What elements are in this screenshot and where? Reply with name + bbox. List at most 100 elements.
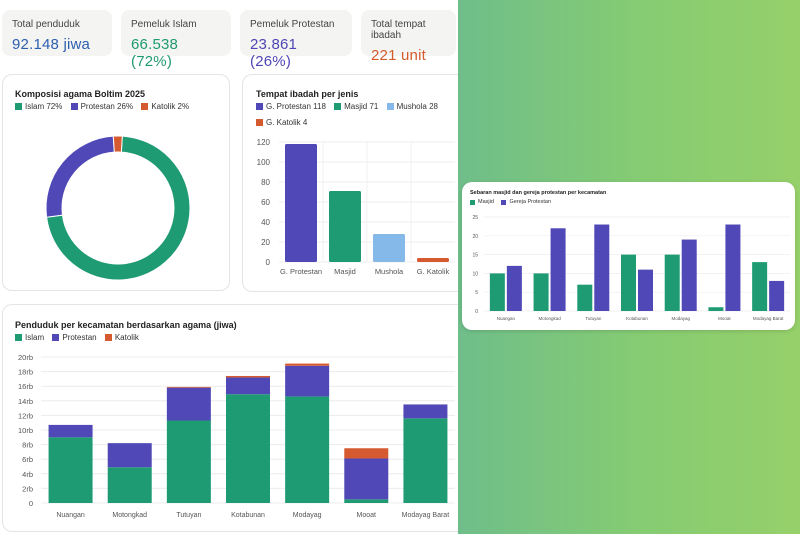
legend-swatch [52,334,60,341]
bar-g-protestan [285,144,317,262]
x-tick-label: Tutuyan [585,316,602,321]
sebaran-grouped-bar-chart: 0 5 10 15 20 25 Nuangan Motongkad Tutuyan Kotabun… [472,215,790,321]
y-tick-label: 25 [472,215,478,221]
y-tick-label: 20 [261,238,270,247]
legend-label: G. Protestan 118 [266,102,326,111]
legend-item-protestan: Protestan 26% [70,102,133,111]
y-tick-label: 0 [475,309,478,315]
x-tick-label: Modayag Barat [402,512,450,519]
y-tick-label: 0 [29,499,33,508]
kpi-label: Total penduduk [12,19,80,30]
bar-segment-islam [226,394,270,503]
y-tick-label: 12rb [18,411,33,420]
x-tick-label: Kotabunan [231,512,265,519]
legend-label: Protestan [62,333,97,342]
bar-segment-protestan [226,377,270,395]
penduduk-title: Penduduk per kecamatan berdasarkan agama… [15,320,237,330]
bar-masjid [533,273,549,311]
ibadah-legend: G. Protestan 118 Masjid 71 Mushola 28 [256,102,444,112]
y-tick-label: 2rb [22,484,33,493]
sebaran-chart-card: Sebaran masjid dan gereja protestan per … [462,182,795,330]
y-tick-label: 4rb [22,470,33,479]
bar-segment-protestan [166,387,211,421]
x-tick-label: Tutuyan [176,512,201,519]
legend-label: Katolik [114,333,139,342]
donut-slice-protestan [45,135,115,218]
legend-label: Mushola 28 [396,102,438,111]
bar-masjid [708,307,724,311]
legend-label: Gereja Protestan [509,199,552,205]
bar-masjid [577,284,593,311]
penduduk-chart-card: Penduduk per kecamatan berdasarkan agama… [2,304,458,532]
legend-item-islam: Islam 72% [15,102,62,111]
legend-item-masjid: Masjid [470,199,494,205]
legend-item-mushola: Mushola 28 [386,102,438,111]
legend-swatch [15,103,22,110]
legend-label: Masjid 71 [344,102,379,111]
y-tick-label: 10rb [18,426,33,435]
y-tick-label: 80 [261,178,270,187]
kpi-total-tempat-ibadah: Total tempat ibadah 221 unit [361,10,456,64]
legend-label: Islam [25,333,45,342]
penduduk-stacked-bar-chart: 0 2rb 4rb 6rb 8rb 10rb 12rb 14rb 16rb 18rb 20rb Nua… [18,353,455,519]
x-tick-label: Masjid [334,267,356,276]
bar-gereja-protestan [506,265,522,311]
legend-label: Masjid [478,199,494,205]
bar-segment-protestan [344,458,389,500]
legend-swatch [141,103,149,110]
sebaran-title: Sebaran masjid dan gereja protestan per … [470,190,607,196]
legend-label: Katolik 2% [151,102,190,111]
legend-swatch [334,103,342,110]
x-tick-label: Nuangan [56,512,85,519]
bar-masjid [752,262,768,311]
bar-g-katolik [417,258,449,262]
bar-masjid [489,273,505,311]
bar-segment-islam [285,396,330,503]
y-tick-label: 0 [266,258,271,267]
bar-segment-protestan [285,365,330,397]
legend-item-katolik: Katolik 2% [141,102,189,111]
x-tick-label: Mooat [718,316,731,321]
bar-segment-islam [344,499,389,503]
y-tick-label: 8rb [22,441,33,450]
donut-legend: Islam 72% Protestan 26% Katolik 2% [15,102,195,112]
y-tick-label: 20rb [18,353,33,362]
ibadah-title: Tempat ibadah per jenis [256,89,359,99]
x-tick-label: Nuangan [497,316,516,321]
bar-segment-katolik [166,386,211,388]
kpi-value: 23.861 (26%) [250,36,298,70]
legend-swatch [386,103,394,110]
legend-swatch [501,199,507,205]
bar-segment-katolik [226,375,270,378]
x-tick-label: Modayag [671,316,690,321]
bar-segment-protestan [403,404,448,419]
y-tick-label: 16rb [18,382,33,391]
legend-item-masjid: Masjid 71 [334,102,378,111]
y-tick-label: 18rb [18,368,33,377]
ibadah-chart-card: Tempat ibadah per jenis G. Protestan 118… [242,74,458,292]
legend-item-protestan: Protestan [52,333,97,342]
legend-swatch [470,199,475,205]
bar-segment-katolik [344,448,389,459]
x-tick-label: Modayag [293,512,322,519]
kpi-total-penduduk: Total penduduk 92.148 jiwa [2,10,112,56]
legend-item-g-katolik: G. Katolik 4 [256,118,307,127]
x-tick-label: Modayag Barat [753,316,784,321]
x-tick-label: Mooat [357,512,377,519]
legend-swatch [256,103,263,110]
bar-gereja-protestan [550,228,566,311]
penduduk-legend: Islam Protestan Katolik [15,333,145,343]
donut-chart [45,135,191,281]
bar-segment-protestan [107,443,152,468]
x-tick-label: Mushola [375,267,404,276]
kpi-value: 221 unit [371,47,426,64]
bar-gereja-protestan [769,280,785,311]
bar-segment-islam [166,420,211,503]
x-tick-label: G. Protestan [280,267,322,276]
bar-segment-katolik [285,363,330,366]
kpi-label: Pemeluk Protestan [250,19,335,30]
legend-swatch [104,334,112,341]
bar-masjid [621,254,636,311]
bar-mushola [373,234,405,262]
y-tick-label: 10 [472,271,478,277]
